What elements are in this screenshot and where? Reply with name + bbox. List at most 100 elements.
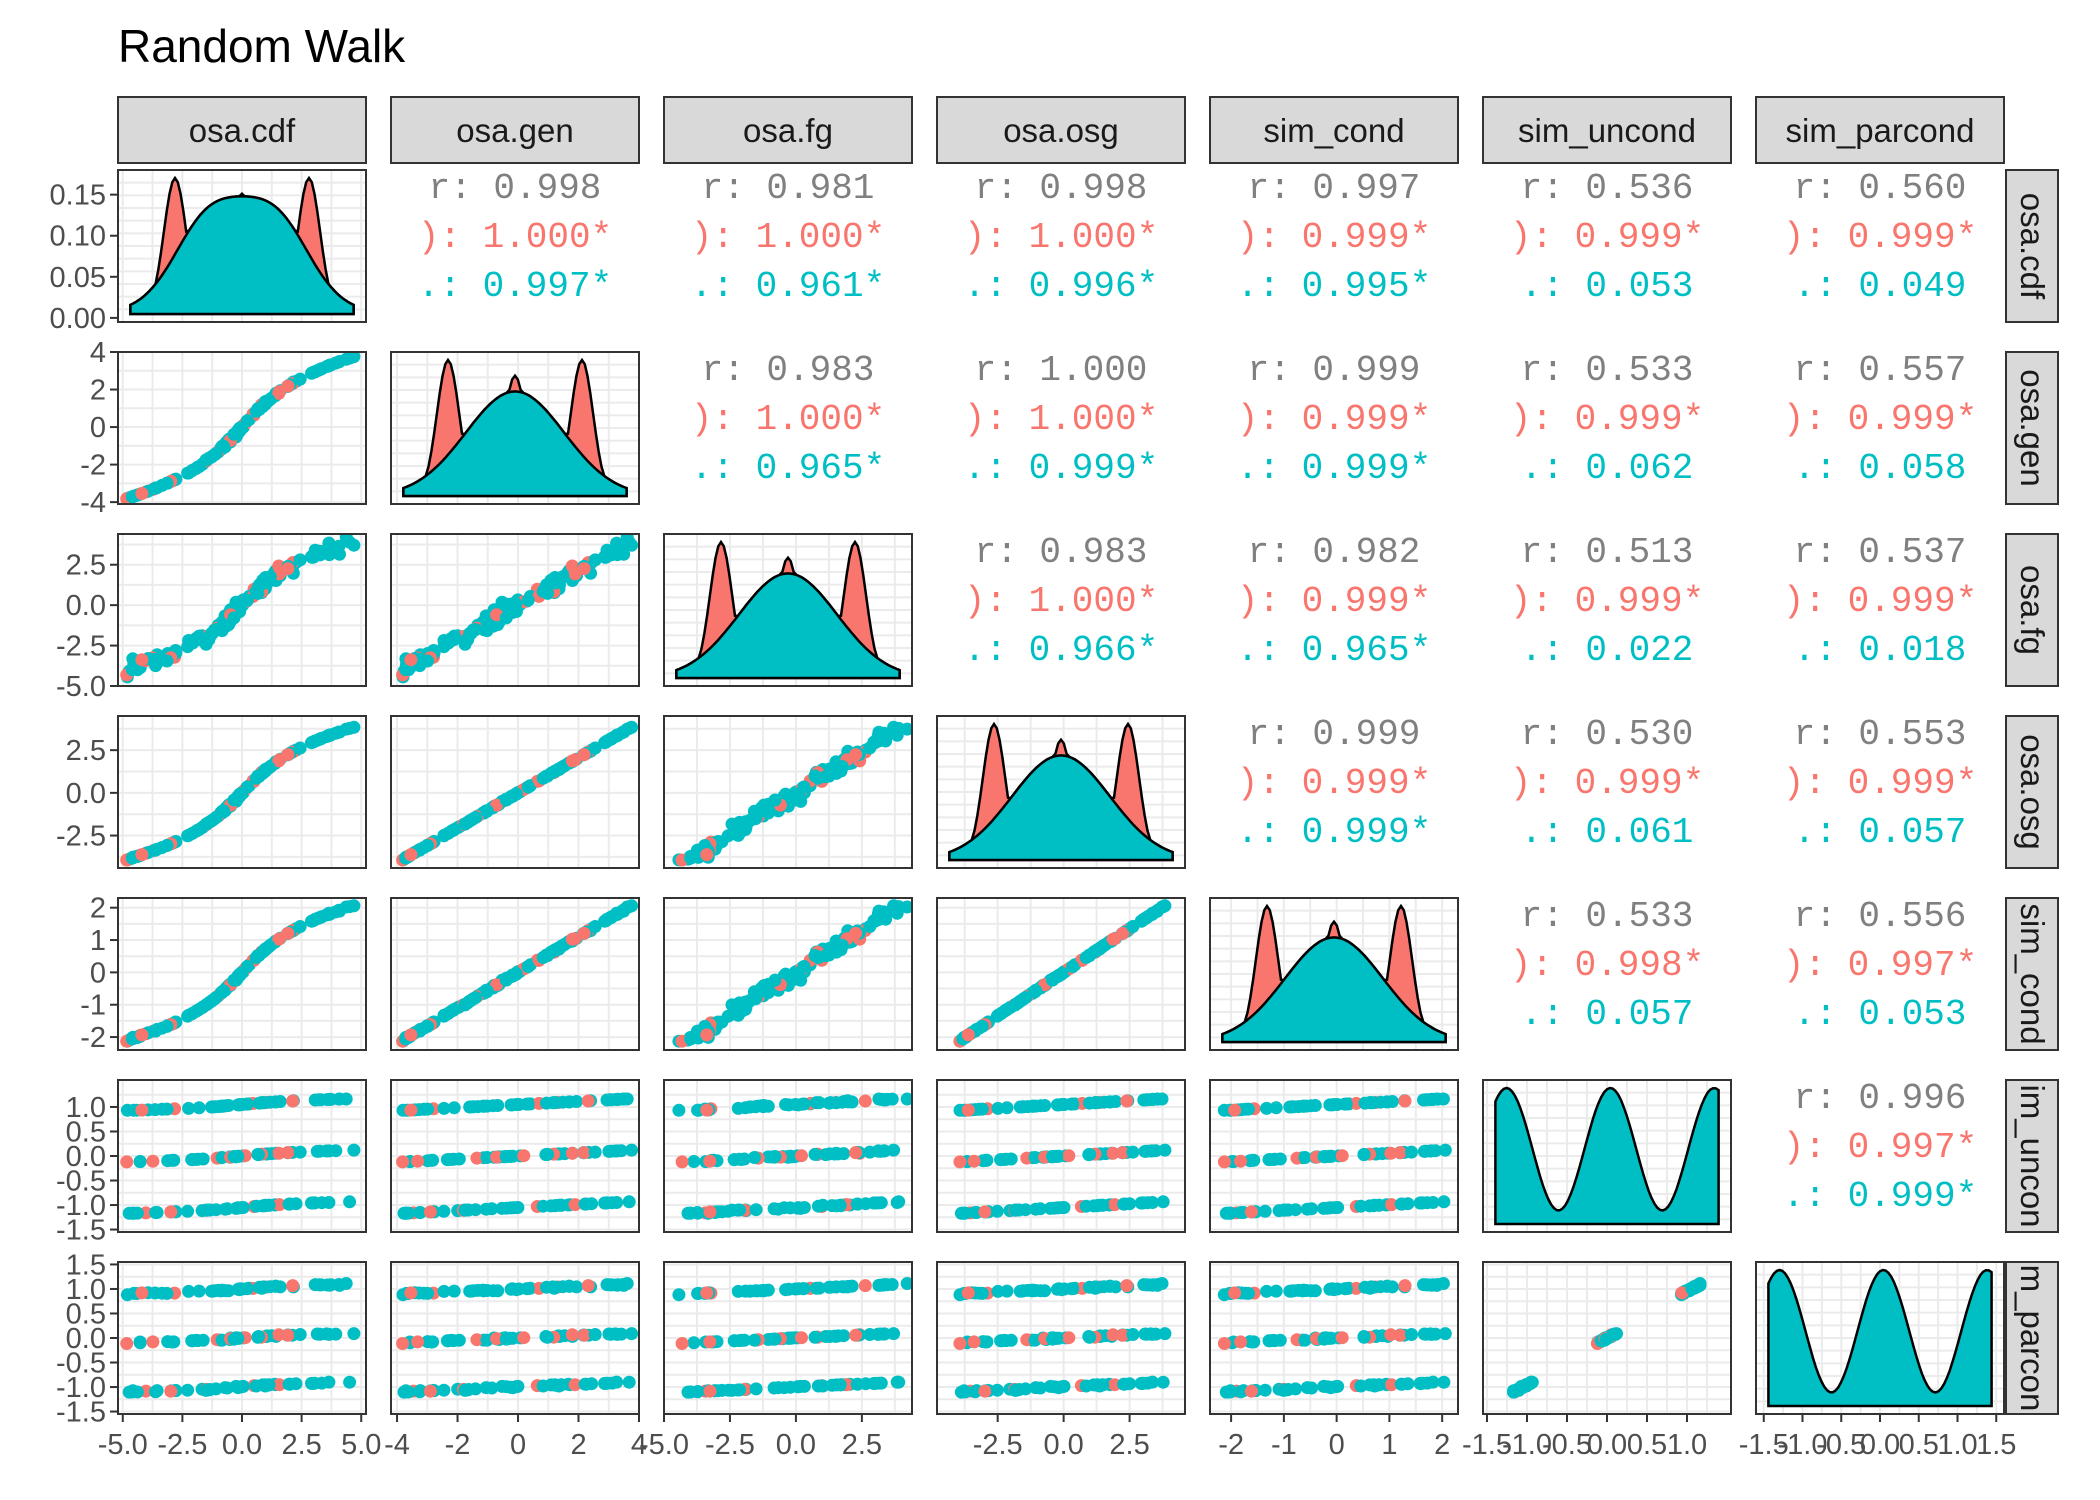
data-point [835, 1095, 849, 1109]
data-point [565, 1328, 579, 1342]
density-plot [1221, 903, 1447, 1044]
data-point [953, 1155, 967, 1169]
column-strip-6 [1755, 96, 2005, 164]
data-point [1234, 1206, 1248, 1219]
panel-6-3 [937, 1262, 1185, 1414]
y-tick-label: 1.0 [66, 1274, 106, 1306]
y-tick-label: 2.5 [66, 735, 106, 767]
corr-group-1: ): 0.997* [1783, 1127, 1977, 1168]
data-point [1258, 1204, 1272, 1218]
data-point [979, 1335, 993, 1349]
corr-overall: r: 0.998 [429, 168, 602, 209]
data-point [876, 1278, 890, 1292]
data-point [747, 985, 761, 999]
data-point [251, 1330, 265, 1344]
data-point [1055, 1201, 1069, 1215]
data-point [1156, 1375, 1170, 1389]
data-point [521, 593, 535, 607]
data-point [727, 1153, 741, 1167]
data-point [577, 562, 591, 576]
data-point [1374, 1095, 1388, 1109]
data-point [217, 804, 231, 818]
x-tick-label: 2.5 [1109, 1429, 1149, 1461]
x-tick-label: 0.5 [1899, 1429, 1939, 1461]
row-strip-label: osa.gen [2014, 369, 2051, 486]
data-point [675, 1337, 689, 1350]
data-point [164, 1384, 178, 1398]
panel-border [390, 533, 640, 687]
corr-block: r: 0.983): 1.000* .: 0.966* [964, 532, 1158, 671]
data-point [825, 1378, 839, 1392]
data-point [598, 1377, 612, 1390]
data-point [1423, 1327, 1437, 1341]
data-point [160, 476, 174, 490]
data-point [967, 1335, 981, 1349]
data-point [227, 1150, 241, 1163]
data-point [521, 1282, 535, 1296]
data-point [684, 1385, 698, 1399]
data-point [1431, 1092, 1445, 1106]
data-point [1244, 1384, 1258, 1398]
data-point [1317, 1332, 1331, 1346]
data-point [1090, 1199, 1104, 1213]
data-point [437, 1383, 451, 1397]
data-point [404, 1286, 418, 1300]
data-point [577, 1146, 591, 1160]
data-point [757, 1284, 771, 1297]
upper-panel-3-6: r: 0.553): 0.999* .: 0.057 [1783, 714, 1977, 853]
corr-group-2: .: 0.966* [964, 630, 1158, 671]
panel-3-3 [937, 716, 1185, 868]
x-tick-label: 2.5 [281, 1429, 321, 1461]
row-strip-text-group: sim_cond [2014, 903, 2051, 1044]
row-strip-label: osa.cdf [2014, 193, 2051, 300]
data-point [1298, 1333, 1312, 1347]
data-point [568, 1378, 582, 1392]
data-point [1280, 1383, 1294, 1397]
scatter-points [672, 720, 912, 867]
data-point [548, 1199, 562, 1213]
data-point [968, 1206, 982, 1219]
data-point [900, 1277, 912, 1290]
data-point [1262, 1334, 1276, 1348]
data-point [423, 1205, 437, 1219]
data-point [258, 1378, 271, 1392]
data-point [160, 1102, 174, 1116]
data-point [808, 949, 822, 962]
density-plot [1767, 1268, 1993, 1408]
corr-group-1: ): 0.998* [1510, 945, 1704, 986]
data-point [1135, 1377, 1149, 1390]
data-point [1339, 1097, 1353, 1111]
data-point [1062, 1331, 1076, 1345]
data-point [1055, 1380, 1069, 1394]
x-tick-label: 1.0 [1937, 1429, 1977, 1461]
data-point [461, 1383, 475, 1397]
upper-panel-2-6: r: 0.537): 0.999* .: 0.018 [1783, 532, 1977, 671]
data-point [192, 1101, 206, 1115]
data-point [849, 748, 863, 762]
data-point [437, 1204, 451, 1218]
data-point [160, 654, 174, 668]
data-point [480, 618, 494, 632]
data-point [160, 1286, 174, 1300]
data-point [540, 1280, 553, 1294]
y-tick-label: 0.0 [66, 778, 106, 810]
data-point [605, 1093, 619, 1107]
data-point [812, 1096, 826, 1110]
data-point [521, 780, 535, 794]
upper-panel-0-5: r: 0.536): 0.999* .: 0.053 [1510, 168, 1704, 307]
data-point [440, 1153, 454, 1167]
corr-group-1: ): 0.999* [1237, 217, 1431, 258]
corr-block: r: 0.533): 0.998* .: 0.057 [1510, 896, 1704, 1035]
data-point [1283, 1100, 1297, 1114]
corr-overall: r: 0.999 [1248, 714, 1421, 755]
data-point [1327, 1283, 1341, 1297]
panel-border [936, 1079, 1186, 1233]
row-strip-1 [2005, 351, 2059, 505]
x-tick-label: 1.5 [1976, 1429, 2016, 1461]
data-point [1335, 1149, 1349, 1163]
corr-group-1: ): 0.997* [1783, 945, 1977, 986]
data-point [1221, 1206, 1235, 1220]
data-point [437, 1101, 451, 1115]
data-point [1339, 1282, 1353, 1296]
column-strip-label: osa.osg [1003, 112, 1119, 149]
